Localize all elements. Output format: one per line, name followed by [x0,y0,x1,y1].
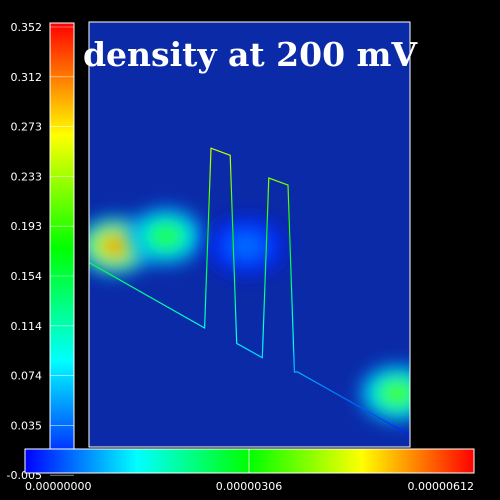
vertical-colorbar-tick-label: 0.074 [11,370,43,383]
density-blob [128,207,205,266]
vertical-colorbar-tick-label: 0.312 [11,71,43,84]
vertical-colorbar-tick-label: 0.233 [11,170,43,183]
horizontal-colorbar-tick-label: 0.00000306 [216,480,282,493]
chart-title: density at 200 mV [83,35,418,74]
vertical-colorbar-gradient [49,22,75,474]
vertical-colorbar-tick-label: 0.352 [11,21,43,34]
horizontal-colorbar-tick-label: 0.00000000 [25,480,91,493]
density-blob [359,364,410,423]
horizontal-colorbar-tick-label: 0.00000612 [408,480,474,493]
vertical-colorbar-tick-label: 0.273 [11,121,43,134]
vertical-colorbar: 0.352 0.312 0.273 0.233 0.193 0.154 0.114 0.074… [7,21,75,482]
density-blob [208,216,285,275]
plot-area: density at 200 mV [83,21,418,448]
horizontal-colorbar: 0.00000000 0.00000306 0.00000612 [24,448,475,493]
potential-curve [89,147,410,436]
plot-frame [88,21,411,448]
horizontal-colorbar-gradient [24,448,475,474]
vertical-colorbar-tick-label: 0.154 [11,270,43,283]
vertical-colorbar-tick-label: 0.035 [11,419,43,432]
vertical-colorbar-tick-label: 0.114 [11,320,43,333]
vertical-colorbar-tick-label: 0.193 [11,220,43,233]
